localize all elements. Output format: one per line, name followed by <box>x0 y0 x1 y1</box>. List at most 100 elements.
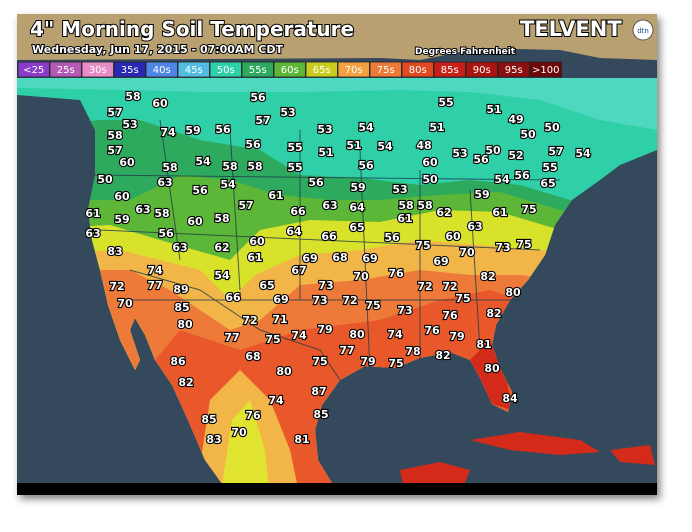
station-reading: 62 <box>214 241 229 254</box>
station-reading: 61 <box>247 251 262 264</box>
station-reading: 57 <box>107 144 122 157</box>
legend-swatch <box>401 61 434 78</box>
station-reading: 82 <box>480 270 495 283</box>
station-reading: 73 <box>495 241 510 254</box>
station-reading: 72 <box>442 280 457 293</box>
station-reading: 68 <box>245 350 260 363</box>
station-reading: 63 <box>172 241 187 254</box>
station-reading: 64 <box>286 225 302 238</box>
station-reading: 50 <box>544 121 560 134</box>
station-reading: 48 <box>416 139 431 152</box>
station-reading: 72 <box>342 294 357 307</box>
station-reading: 75 <box>365 299 380 312</box>
station-reading: 56 <box>358 159 374 172</box>
station-reading: 57 <box>548 145 563 158</box>
station-reading: 76 <box>245 409 261 422</box>
station-reading: 50 <box>97 173 113 186</box>
station-reading: 60 <box>119 156 135 169</box>
station-reading: 72 <box>242 314 257 327</box>
station-reading: 56 <box>308 176 324 189</box>
legend-label: 25s <box>57 65 75 76</box>
legend-label: <25 <box>23 65 44 76</box>
legend: <25 25s 30s 35s 40s 45s 50s 55s 60s 65s 70s 75s 80s 8… <box>17 61 562 78</box>
station-reading: 51 <box>318 146 333 159</box>
station-reading: 56 <box>250 91 266 104</box>
station-reading: 55 <box>542 161 557 174</box>
station-reading: 75 <box>521 203 536 216</box>
station-reading: 64 <box>349 201 365 214</box>
station-reading: 56 <box>245 138 261 151</box>
station-reading: 75 <box>455 292 470 305</box>
station-reading: 54 <box>195 155 211 168</box>
logo-badge: dtn <box>637 27 649 35</box>
station-reading: 75 <box>415 239 430 252</box>
station-reading: 56 <box>514 169 530 182</box>
station-reading: 85 <box>174 301 189 314</box>
station-reading: 80 <box>505 286 521 299</box>
station-reading: 70 <box>231 426 247 439</box>
station-reading: 89 <box>173 283 188 296</box>
station-reading: 85 <box>313 408 328 421</box>
station-reading: 57 <box>107 106 122 119</box>
legend-label: 45s <box>185 65 203 76</box>
station-reading: 80 <box>276 365 292 378</box>
station-reading: 74 <box>147 264 163 277</box>
station-reading: 86 <box>170 355 186 368</box>
station-reading: 80 <box>349 328 365 341</box>
station-reading: 77 <box>147 279 162 292</box>
station-reading: 68 <box>332 251 347 264</box>
station-reading: 85 <box>201 413 216 426</box>
station-reading: 50 <box>485 144 501 157</box>
station-reading: 56 <box>473 153 489 166</box>
legend-swatch <box>337 61 370 78</box>
legend-swatch <box>145 61 178 78</box>
legend-label: 65s <box>313 65 331 76</box>
station-reading: 82 <box>486 307 501 320</box>
station-reading: 77 <box>224 331 239 344</box>
station-reading: 54 <box>575 147 591 160</box>
station-reading: 54 <box>214 269 230 282</box>
station-reading: 59 <box>350 181 365 194</box>
station-reading: 77 <box>339 344 354 357</box>
legend-label: 55s <box>249 65 267 76</box>
station-reading: 79 <box>449 330 464 343</box>
legend-label: 85s <box>441 65 459 76</box>
station-reading: 54 <box>358 121 374 134</box>
station-reading: 67 <box>291 264 306 277</box>
legend-label: 40s <box>153 65 171 76</box>
title: 4" Morning Soil Temperature <box>30 17 354 41</box>
station-reading: 70 <box>117 297 133 310</box>
station-reading: 73 <box>312 294 327 307</box>
station-reading: 54 <box>377 140 393 153</box>
station-reading: 61 <box>397 212 412 225</box>
station-reading: 58 <box>214 212 229 225</box>
station-reading: 61 <box>85 207 100 220</box>
subtitle: Wednesday, Jun 17, 2015 - 07:00AM CDT <box>32 43 283 56</box>
station-reading: 78 <box>405 345 420 358</box>
station-reading: 58 <box>398 199 413 212</box>
legend-label: 70s <box>345 65 363 76</box>
legend-label: 80s <box>409 65 427 76</box>
legend-swatch <box>177 61 210 78</box>
station-reading: 75 <box>516 238 531 251</box>
station-reading: 52 <box>508 149 523 162</box>
station-reading: 61 <box>492 206 507 219</box>
station-reading: 63 <box>157 176 172 189</box>
station-reading: 75 <box>388 357 403 370</box>
station-reading: 73 <box>318 279 333 292</box>
station-reading: 87 <box>311 385 326 398</box>
legend-label: 75s <box>377 65 395 76</box>
station-reading: 56 <box>384 231 400 244</box>
station-reading: 58 <box>162 161 177 174</box>
legend-swatch <box>497 61 530 78</box>
logo: TELVENT <box>520 17 622 41</box>
station-reading: 50 <box>422 173 438 186</box>
legend-swatch <box>209 61 242 78</box>
legend-swatch <box>465 61 498 78</box>
legend-label: 50s <box>217 65 235 76</box>
station-reading: 60 <box>114 190 130 203</box>
legend-swatch <box>49 61 82 78</box>
station-reading: 79 <box>360 355 375 368</box>
station-reading: 60 <box>187 215 203 228</box>
station-reading: 82 <box>178 376 193 389</box>
